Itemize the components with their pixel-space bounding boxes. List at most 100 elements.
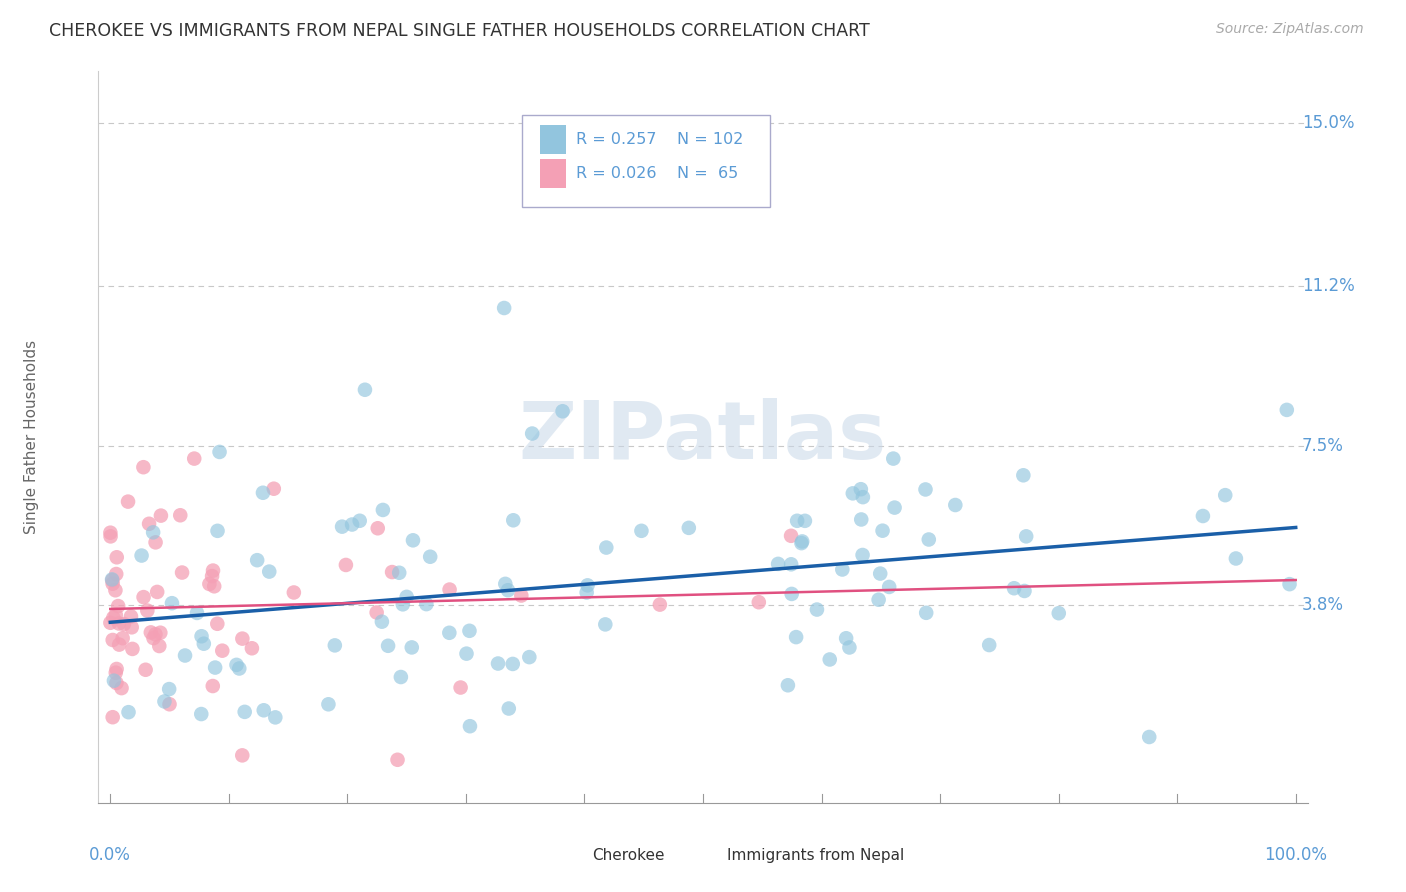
Point bbox=[1192, 508, 1215, 523]
Point bbox=[207, 524, 229, 538]
Point bbox=[202, 579, 225, 593]
Text: 15.0%: 15.0% bbox=[1302, 114, 1354, 132]
Point bbox=[100, 525, 122, 540]
Point bbox=[323, 639, 346, 653]
Point bbox=[117, 494, 139, 508]
Point bbox=[132, 590, 155, 604]
Point bbox=[869, 566, 891, 581]
Point bbox=[259, 565, 281, 579]
Point bbox=[139, 625, 162, 640]
FancyBboxPatch shape bbox=[522, 115, 769, 207]
Point bbox=[264, 710, 287, 724]
Point bbox=[748, 595, 770, 609]
Point bbox=[101, 710, 124, 724]
Point bbox=[371, 615, 394, 629]
Point bbox=[576, 578, 599, 592]
Point bbox=[202, 564, 225, 578]
Point bbox=[458, 719, 481, 733]
Point bbox=[225, 657, 247, 672]
Point bbox=[415, 597, 437, 611]
Point bbox=[366, 606, 388, 620]
Bar bbox=[540, 125, 567, 154]
Text: Single Father Households: Single Father Households bbox=[24, 340, 39, 534]
Point bbox=[121, 641, 143, 656]
Point bbox=[208, 445, 231, 459]
Point bbox=[190, 706, 212, 721]
Point bbox=[252, 485, 274, 500]
Point bbox=[148, 639, 170, 653]
Point bbox=[103, 611, 125, 625]
Point bbox=[943, 498, 966, 512]
Point bbox=[439, 582, 461, 597]
Point bbox=[145, 535, 167, 549]
Point bbox=[349, 514, 371, 528]
Point bbox=[496, 583, 519, 598]
Point bbox=[135, 663, 157, 677]
Point bbox=[105, 676, 128, 690]
Point bbox=[522, 426, 544, 441]
Point bbox=[502, 513, 524, 527]
Point bbox=[595, 541, 617, 555]
Point bbox=[851, 548, 873, 562]
Point bbox=[1225, 551, 1247, 566]
Point bbox=[868, 592, 890, 607]
Point bbox=[193, 637, 215, 651]
Point bbox=[882, 451, 904, 466]
Point bbox=[201, 679, 224, 693]
Point bbox=[159, 698, 181, 712]
Point bbox=[186, 606, 208, 620]
Point bbox=[678, 521, 700, 535]
Point bbox=[793, 514, 815, 528]
Point bbox=[153, 694, 176, 708]
Point bbox=[551, 404, 574, 418]
Point bbox=[108, 616, 131, 631]
Point bbox=[335, 558, 357, 572]
Point bbox=[1137, 730, 1160, 744]
Point bbox=[231, 632, 253, 646]
Point bbox=[169, 508, 191, 523]
Point bbox=[1278, 577, 1301, 591]
Point bbox=[121, 620, 143, 634]
Point bbox=[439, 625, 461, 640]
Point bbox=[233, 705, 256, 719]
Point bbox=[107, 599, 129, 613]
Point bbox=[648, 598, 671, 612]
Point bbox=[211, 643, 233, 657]
Point bbox=[388, 566, 411, 580]
Point bbox=[780, 529, 803, 543]
Point bbox=[207, 616, 229, 631]
Point bbox=[104, 607, 127, 622]
Point bbox=[131, 549, 153, 563]
Point bbox=[204, 660, 226, 674]
Point bbox=[157, 682, 180, 697]
Point bbox=[377, 639, 399, 653]
Point bbox=[105, 550, 128, 565]
Point bbox=[595, 617, 617, 632]
Point bbox=[112, 617, 135, 632]
Point bbox=[120, 609, 142, 624]
Text: R = 0.026    N =  65: R = 0.026 N = 65 bbox=[576, 166, 738, 181]
Point bbox=[100, 529, 122, 543]
Point bbox=[395, 590, 418, 604]
Text: Source: ZipAtlas.com: Source: ZipAtlas.com bbox=[1216, 22, 1364, 37]
Point bbox=[1015, 529, 1038, 543]
Point bbox=[792, 534, 814, 549]
Point bbox=[101, 576, 124, 591]
Point bbox=[818, 652, 841, 666]
Point bbox=[458, 624, 481, 638]
Point bbox=[340, 517, 363, 532]
Point bbox=[401, 640, 423, 655]
Point bbox=[914, 483, 936, 497]
Point bbox=[849, 482, 872, 496]
Text: Immigrants from Nepal: Immigrants from Nepal bbox=[727, 848, 904, 863]
Point bbox=[838, 640, 860, 655]
Point bbox=[110, 681, 132, 695]
Text: R = 0.257    N = 102: R = 0.257 N = 102 bbox=[576, 132, 744, 147]
Point bbox=[776, 678, 799, 692]
Point bbox=[498, 701, 520, 715]
Bar bbox=[540, 159, 567, 188]
Point bbox=[201, 569, 224, 583]
Point bbox=[371, 503, 394, 517]
Point bbox=[494, 301, 516, 315]
Point bbox=[100, 615, 122, 630]
